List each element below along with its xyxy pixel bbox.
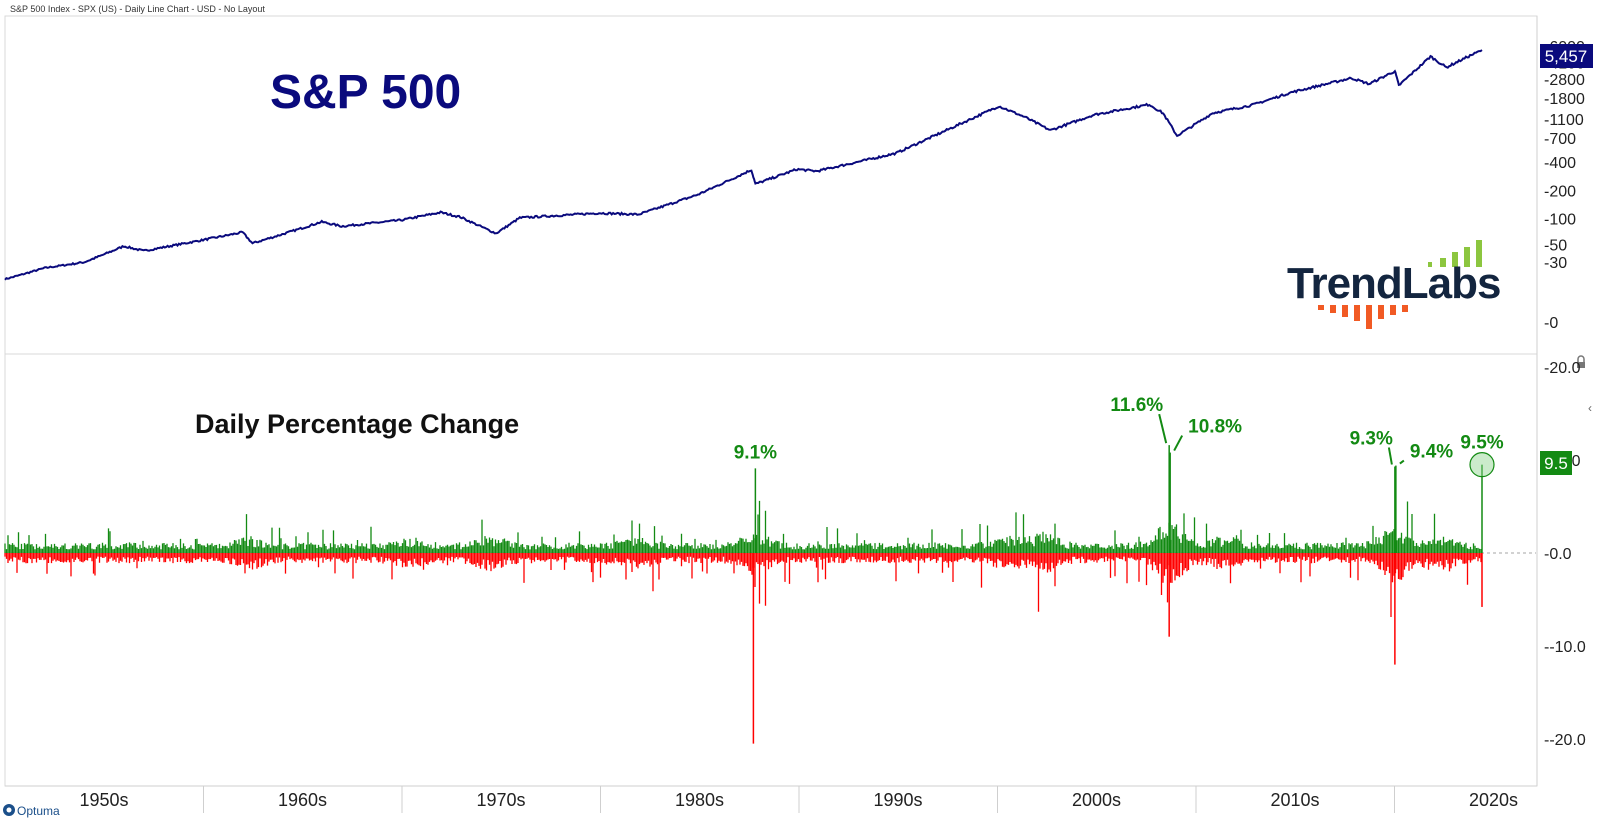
annotation-arrow-icon	[1399, 459, 1405, 465]
change-y-tick: -0.0	[1544, 546, 1572, 563]
price-y-axis: -6000-4100-2800-1800-1100-700-400-200-10…	[1544, 39, 1585, 332]
change-annotation-label: 10.8%	[1188, 417, 1242, 438]
change-annotation-label: 9.5%	[1460, 433, 1503, 454]
collapse-chevron-icon[interactable]: ‹	[1588, 401, 1592, 415]
x-axis-label: 1950s	[79, 790, 128, 810]
price-last-value: 5,457	[1545, 47, 1588, 66]
annotation-arrow-icon	[1158, 413, 1168, 444]
price-last-badge: 5,457	[1540, 44, 1593, 68]
change-y-tick: --20.0	[1544, 732, 1586, 749]
logo-green-bars-icon	[1428, 240, 1482, 267]
price-y-tick: -200	[1544, 184, 1576, 201]
annotation-arrow-icon	[1387, 447, 1393, 465]
change-annotation-label: 9.1%	[734, 442, 777, 463]
price-y-tick: -1800	[1544, 91, 1585, 108]
x-axis-label: 1990s	[873, 790, 922, 810]
change-annotations: 9.1% 11.6% 10.8% 9.3% 9.4% 9.5%	[734, 395, 1504, 478]
x-axis: 1950s 1960s 1970s 1980s 1990s 2000s 2010s 2020s	[79, 786, 1518, 813]
x-axis-label: 2010s	[1270, 790, 1319, 810]
price-series-line	[4, 49, 1483, 281]
optuma-label: Optuma	[17, 804, 60, 818]
price-y-tick: -0	[1544, 315, 1558, 332]
optuma-brand: Optuma	[3, 804, 60, 818]
logo-orange-bars-icon	[1318, 305, 1408, 329]
price-chart-title: S&P 500	[270, 66, 461, 119]
change-chart-title: Daily Percentage Change	[195, 409, 519, 439]
x-axis-label: 2020s	[1469, 790, 1518, 810]
change-last-badge: 9.5	[1540, 451, 1572, 475]
x-axis-label: 1980s	[675, 790, 724, 810]
annotation-arrow-icon	[1173, 435, 1184, 452]
change-annotation-label: 11.6%	[1110, 395, 1163, 416]
price-y-tick: -50	[1544, 238, 1567, 255]
change-y-tick: -20.0	[1544, 360, 1581, 377]
price-y-tick: -700	[1544, 131, 1576, 148]
price-y-tick: -400	[1544, 155, 1576, 172]
chart-header-info: S&P 500 Index - SPX (US) - Daily Line Ch…	[10, 4, 265, 14]
price-y-tick: -100	[1544, 212, 1576, 229]
change-last-value: 9.5	[1544, 454, 1568, 473]
change-annotation-label: 9.4%	[1410, 442, 1453, 463]
up-change-bars	[4, 500, 1482, 553]
change-y-tick: --10.0	[1544, 639, 1586, 656]
logo-text: TrendLabs	[1287, 259, 1501, 308]
change-bars	[4, 445, 1483, 744]
trendlabs-logo: TrendLabs	[1287, 240, 1502, 329]
x-axis-label: 1960s	[278, 790, 327, 810]
x-axis-label: 1970s	[476, 790, 525, 810]
x-axis-label: 2000s	[1072, 790, 1121, 810]
change-y-axis: -20.0-10.0-0.0--10.0--20.0	[1544, 360, 1586, 749]
price-y-tick: -1100	[1544, 112, 1584, 129]
lock-icon[interactable]	[1577, 355, 1585, 368]
latest-change-marker	[1469, 452, 1495, 478]
price-y-tick: -30	[1544, 255, 1567, 272]
down-change-bars	[4, 553, 1482, 617]
price-y-tick: -2800	[1544, 72, 1585, 89]
change-annotation-label: 9.3%	[1350, 429, 1393, 450]
